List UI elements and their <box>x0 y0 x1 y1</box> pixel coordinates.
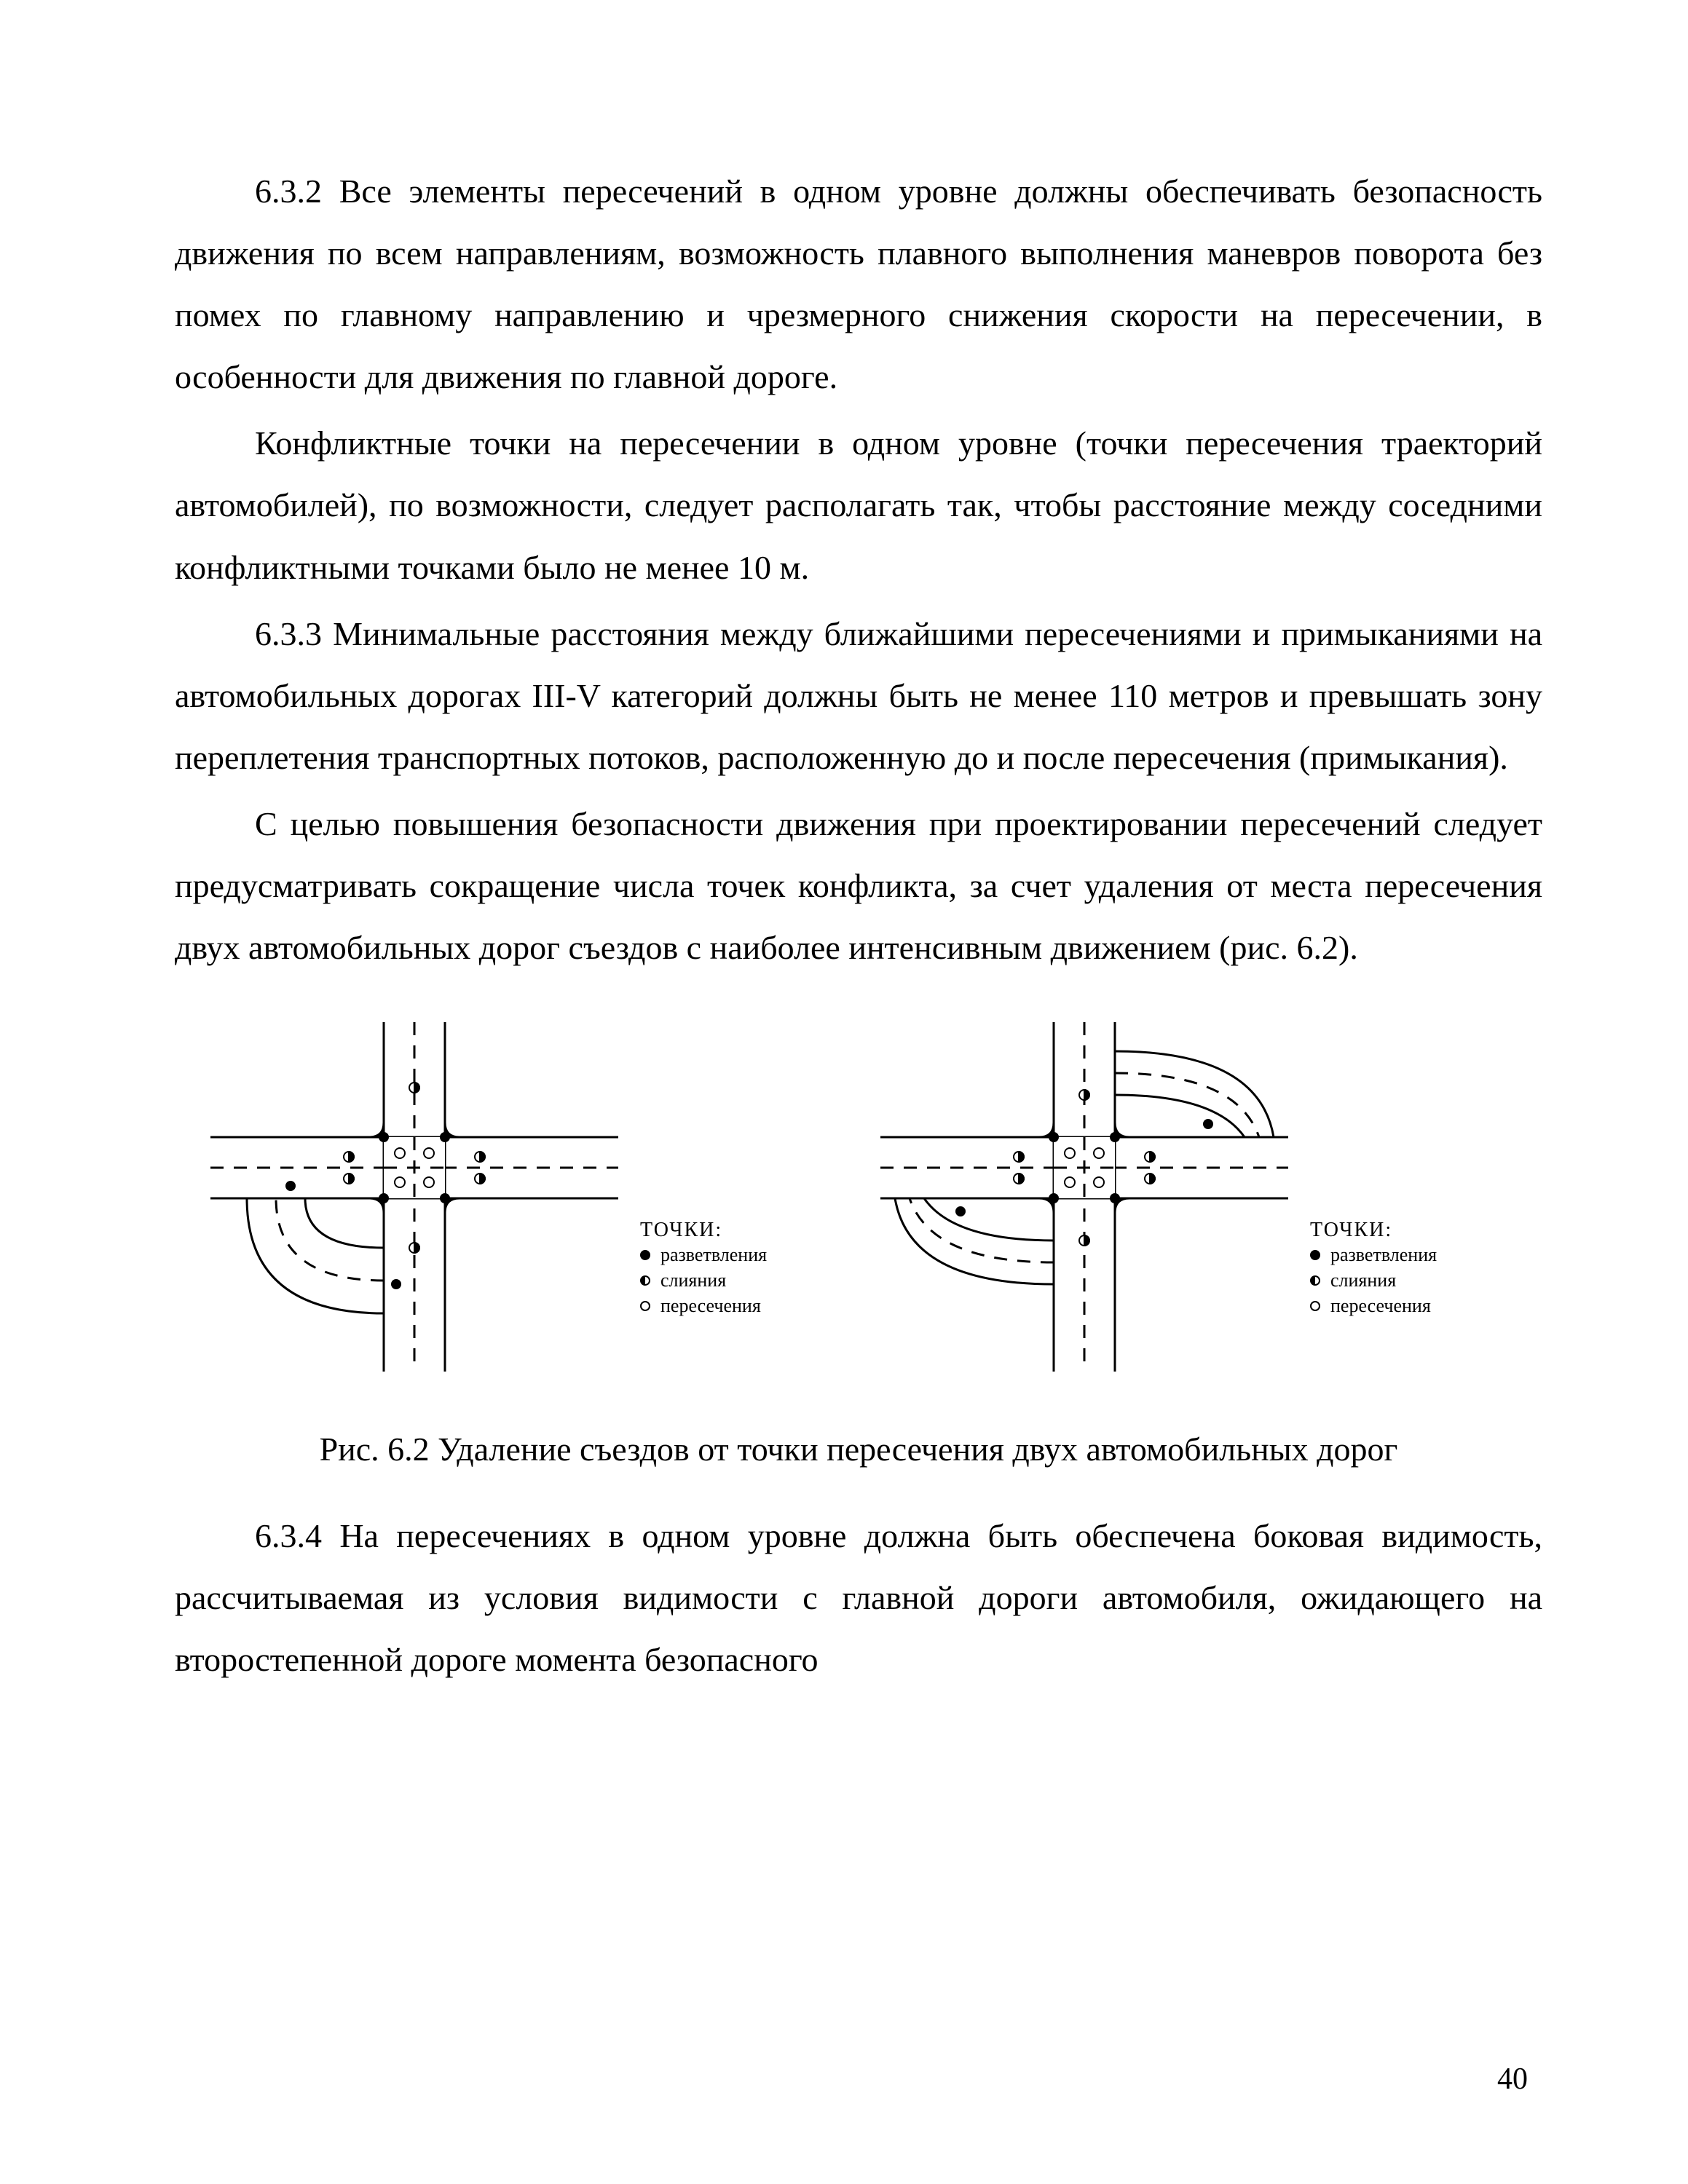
legend-label-divergence: разветвления <box>1330 1242 1437 1267</box>
marker-filled-icon <box>1310 1250 1320 1260</box>
legend-label-crossing: пересечения <box>1330 1293 1431 1318</box>
paragraph-safety: С целью повышения безопасности движения … <box>175 793 1542 978</box>
legend-item-merge: слияния <box>640 1267 767 1293</box>
legend-title: ТОЧКИ: <box>1310 1219 1437 1242</box>
figure-caption: Рис. 6.2 Удаление съездов от точки перес… <box>175 1430 1542 1468</box>
paragraph-6-3-3: 6.3.3 Минимальные расстояния между ближа… <box>175 603 1542 788</box>
paragraph-conflict-points: Конфликтные точки на пересечении в одном… <box>175 412 1542 598</box>
legend-label-merge: слияния <box>660 1267 726 1293</box>
legend-item-crossing: пересечения <box>1310 1293 1437 1318</box>
legend-item-merge: слияния <box>1310 1267 1437 1293</box>
legend-item-divergence: разветвления <box>1310 1242 1437 1267</box>
marker-open-icon <box>640 1301 650 1311</box>
legend-right: ТОЧКИ: разветвления слияния пересечения <box>1310 1219 1437 1318</box>
intersection-right-icon <box>866 1008 1521 1386</box>
page: 6.3.2 Все элементы пересечений в одном у… <box>0 0 1688 2184</box>
intersection-left-icon <box>196 1008 851 1386</box>
legend-label-crossing: пересечения <box>660 1293 761 1318</box>
legend-label-merge: слияния <box>1330 1267 1396 1293</box>
figure-6-2: ТОЧКИ: разветвления слияния пересечения <box>175 1008 1542 1386</box>
paragraph-6-3-4: 6.3.4 На пересечениях в одном уровне дол… <box>175 1505 1542 1690</box>
marker-filled-icon <box>640 1250 650 1260</box>
legend-item-crossing: пересечения <box>640 1293 767 1318</box>
legend-left: ТОЧКИ: разветвления слияния пересечения <box>640 1219 767 1318</box>
figure-right-panel: ТОЧКИ: разветвления слияния пересечения <box>866 1008 1521 1386</box>
legend-title: ТОЧКИ: <box>640 1219 767 1242</box>
figure-left-panel: ТОЧКИ: разветвления слияния пересечения <box>196 1008 851 1386</box>
marker-half-icon <box>640 1275 650 1286</box>
marker-open-icon <box>1310 1301 1320 1311</box>
paragraph-6-3-2: 6.3.2 Все элементы пересечений в одном у… <box>175 160 1542 408</box>
marker-half-icon <box>1310 1275 1320 1286</box>
legend-label-divergence: разветвления <box>660 1242 767 1267</box>
legend-item-divergence: разветвления <box>640 1242 767 1267</box>
page-number: 40 <box>1497 2062 1528 2097</box>
